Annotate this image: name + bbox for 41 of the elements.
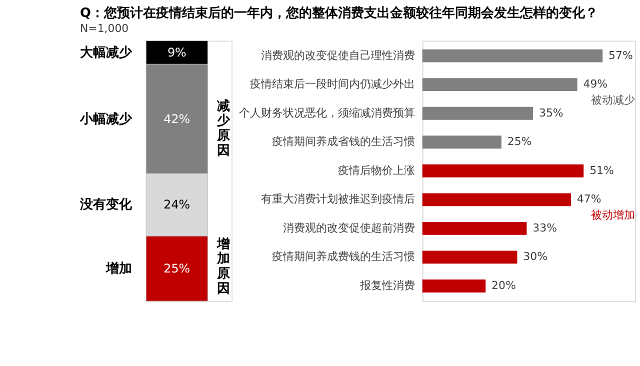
series-label: 大幅减少: [80, 45, 134, 60]
data-label: 47%: [576, 192, 602, 206]
y-tick-label: 疫情后物价上涨: [338, 164, 415, 177]
annotation: 被动减少: [591, 93, 636, 106]
series-label: 没有变化: [79, 196, 134, 213]
bar: [422, 280, 486, 292]
data-label: 24%: [164, 198, 190, 212]
bar: [422, 193, 571, 206]
data-label: 25%: [164, 262, 190, 276]
bar: [422, 78, 578, 92]
data-label: 42%: [164, 112, 190, 126]
data-label: 33%: [532, 221, 557, 234]
annotation: 被动增加: [591, 208, 636, 222]
text: Q：您预计在疫情结束后的一年内，您的整体消费支出金额较往年同期会发生怎样的变化？: [80, 5, 598, 22]
bar: [422, 136, 502, 149]
text: 增加原因: [216, 236, 230, 296]
data-label: 51%: [590, 164, 614, 177]
bar: [422, 49, 603, 62]
text: 减少原因: [216, 98, 232, 158]
y-tick-label: 报复性消费: [358, 278, 415, 292]
data-label: 25%: [507, 135, 532, 148]
y-tick-label: 有重大消费计划被推迟到疫情后: [260, 192, 415, 206]
chart-subtitle: N=1,000: [80, 22, 129, 36]
y-tick-label: 消费观的改变促使超前消费: [282, 221, 415, 234]
series-label: 小幅减少: [79, 112, 134, 127]
data-label: 30%: [523, 250, 548, 264]
y-tick-label: 疫情期间养成费钱的生活习惯: [272, 250, 415, 264]
data-label: 9%: [167, 45, 186, 60]
series-label: 增加: [105, 262, 132, 277]
y-tick-label: 个人财务状况恶化，须缩减消费预算: [238, 106, 415, 120]
y-tick-label: 消费观的改变促使自己理性消费: [260, 48, 415, 62]
data-label: 57%: [608, 48, 633, 62]
data-label: 20%: [492, 278, 516, 292]
bar: [422, 250, 518, 264]
bar: [422, 106, 534, 120]
bar: [422, 222, 527, 235]
bar: [422, 164, 584, 178]
y-tick-label: 疫情期间养成省钱的生活习惯: [272, 135, 415, 148]
data-label: 49%: [583, 78, 608, 91]
y-tick-label: 疫情结束后一段时间内仍减少外出: [250, 78, 415, 91]
data-label: 35%: [538, 106, 564, 120]
